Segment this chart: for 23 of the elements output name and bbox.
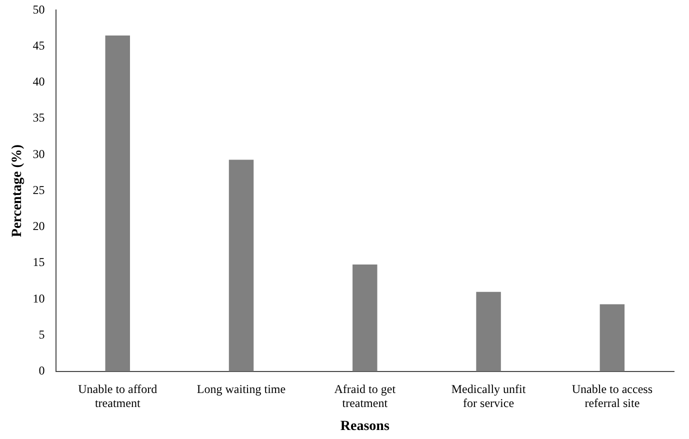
bar [476, 292, 501, 372]
y-tick-label: 40 [32, 74, 45, 89]
y-axis-title: Percentage (%) [10, 144, 26, 238]
bar [105, 35, 130, 372]
x-tick-label: Afraid to get treatment [334, 382, 396, 410]
y-tick-label: 10 [32, 291, 45, 306]
y-tick-label: 25 [32, 182, 45, 197]
y-tick-label: 5 [38, 327, 45, 342]
y-tick-label: 35 [32, 110, 45, 125]
bar [352, 264, 378, 372]
x-tick-label: Unable to access referral site [572, 382, 653, 410]
y-tick-label: 20 [32, 219, 45, 234]
x-tick-label: Unable to afford treatment [78, 382, 158, 410]
y-tick-label: 0 [38, 364, 45, 378]
y-tick-label: 15 [32, 255, 45, 270]
x-tick-label: Medically unfit for service [451, 382, 526, 410]
y-tick-label: 45 [32, 38, 45, 52]
bar [228, 160, 254, 372]
y-tick-label: 30 [32, 146, 45, 161]
y-tick-label: 50 [32, 2, 45, 16]
x-tick-label: Long waiting time [196, 382, 286, 396]
x-axis-title: Reasons [340, 419, 390, 434]
bar [600, 304, 625, 372]
